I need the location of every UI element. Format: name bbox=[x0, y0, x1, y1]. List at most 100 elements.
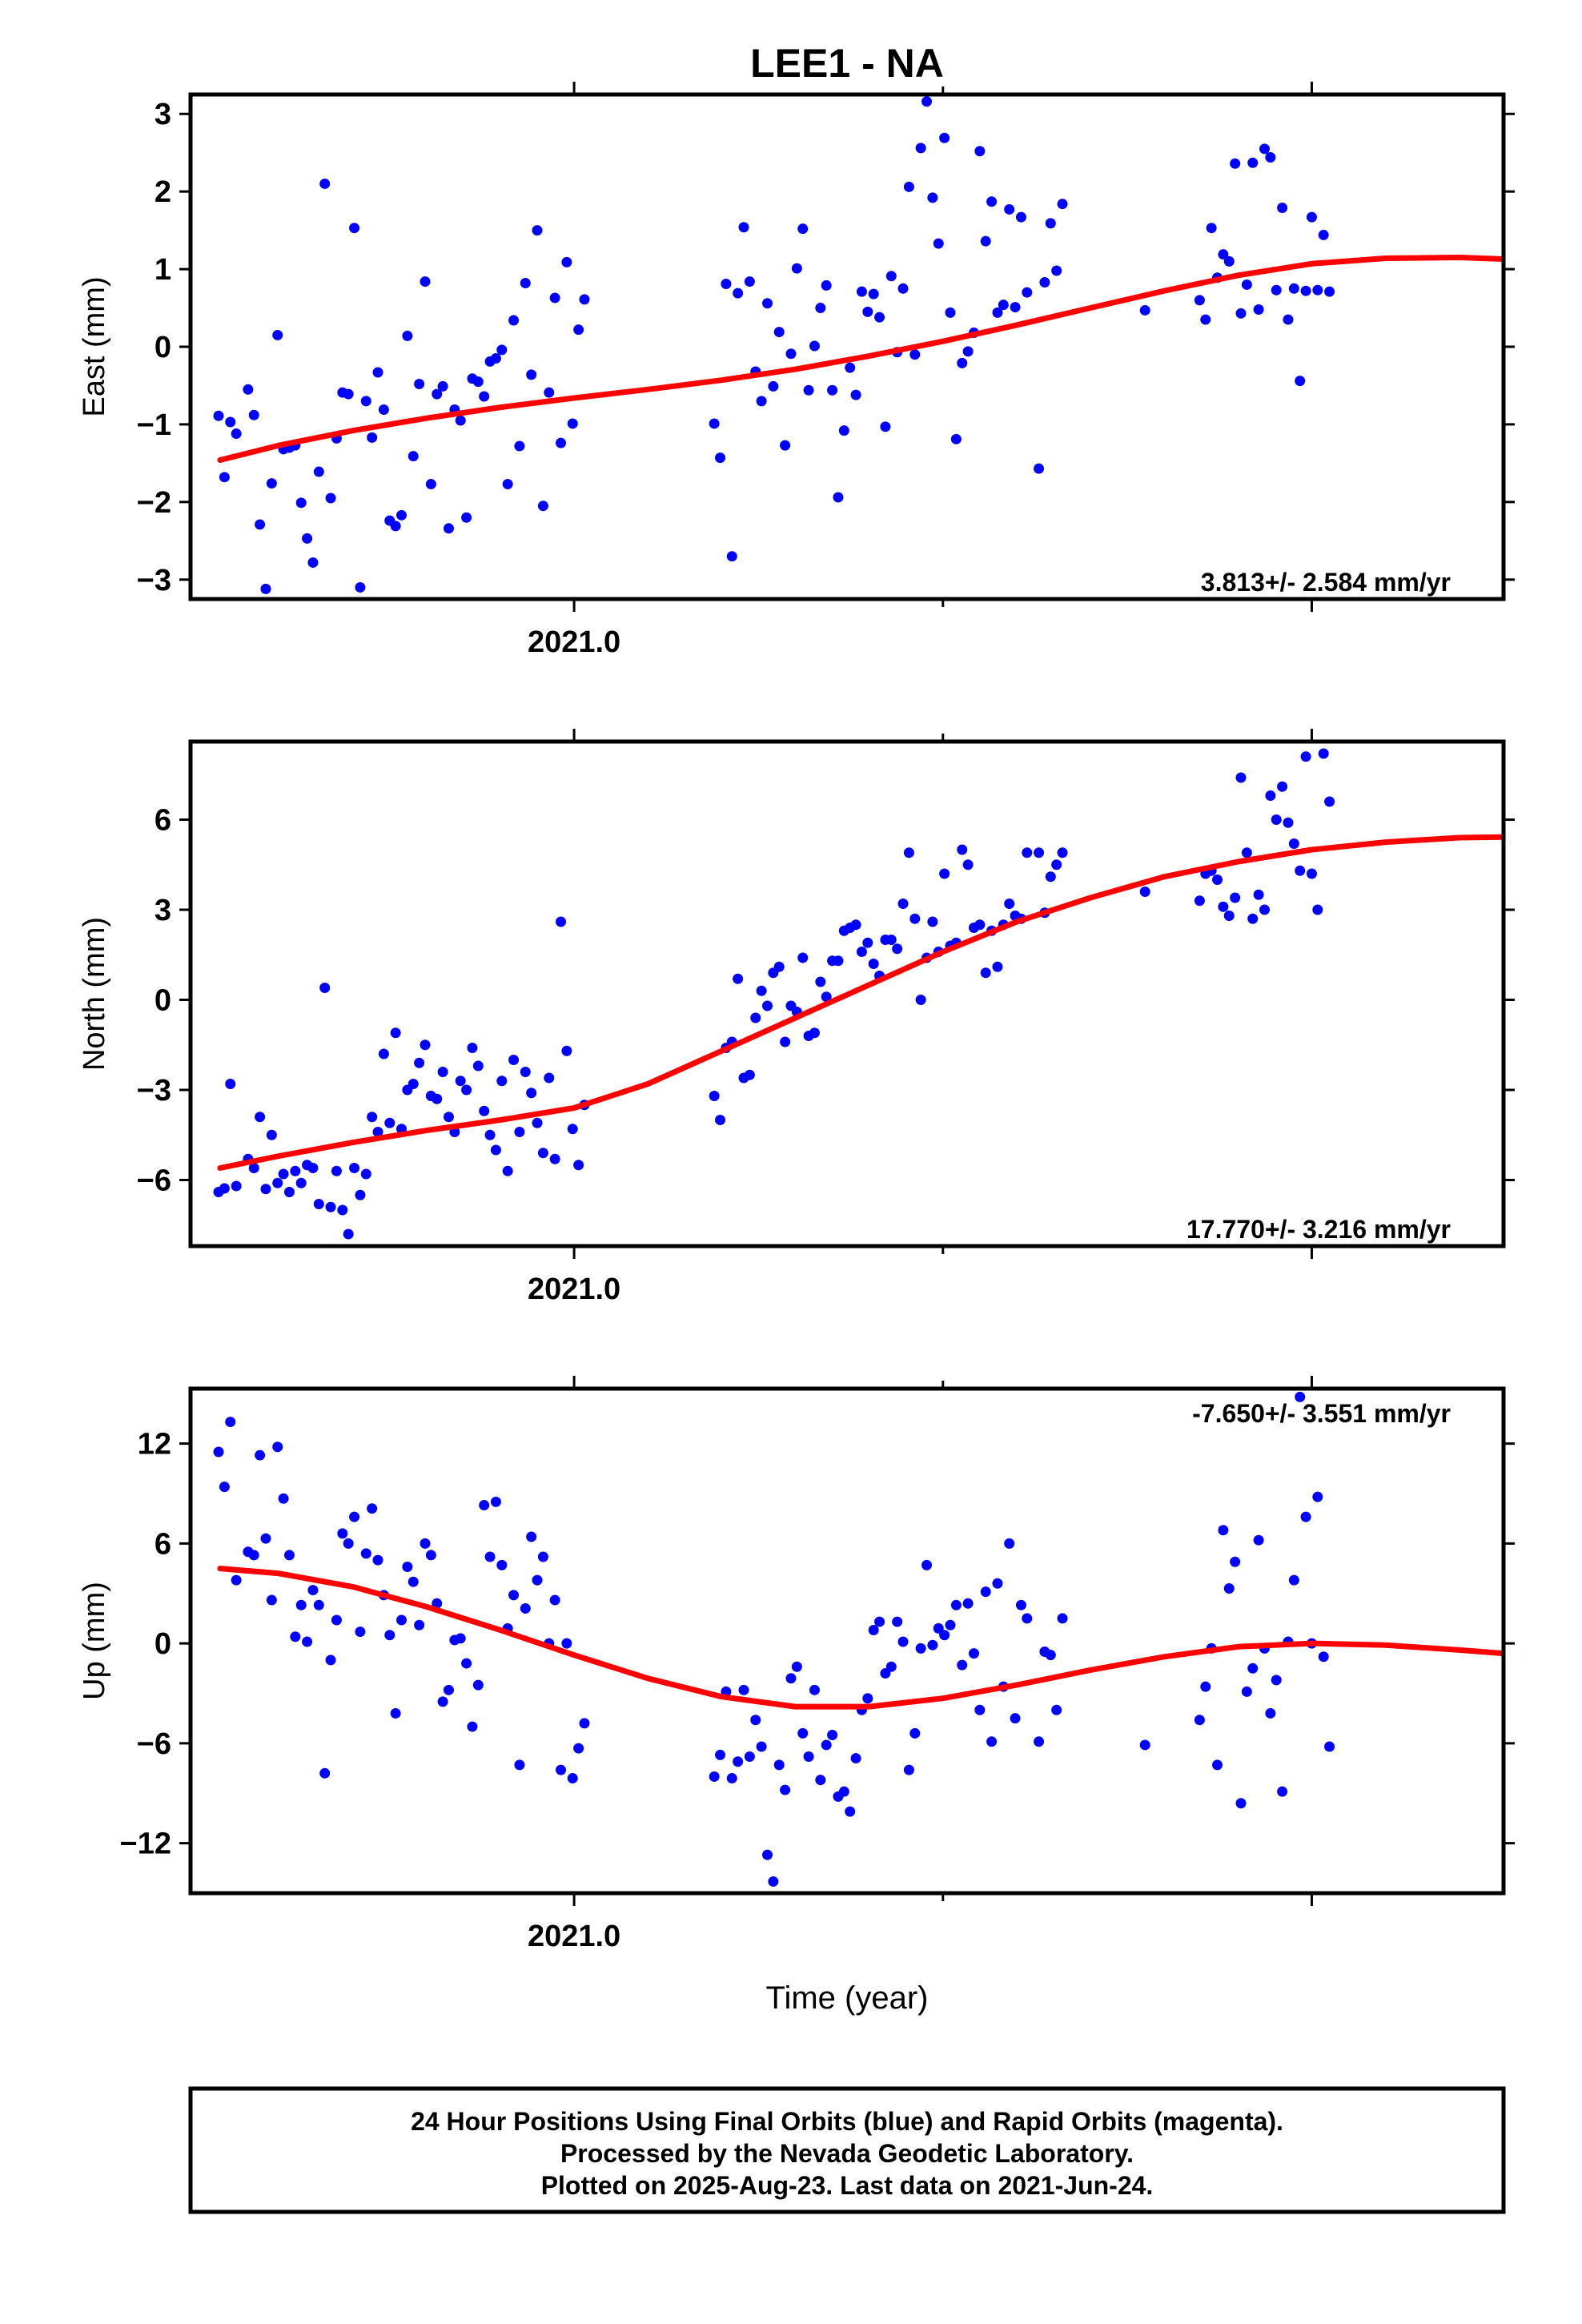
data-point-up bbox=[815, 1775, 826, 1786]
data-point-north bbox=[750, 1012, 761, 1023]
data-point-east bbox=[443, 523, 454, 534]
data-point-up bbox=[927, 1639, 938, 1651]
data-point-east bbox=[266, 478, 277, 489]
data-point-north bbox=[892, 943, 903, 955]
y-tick-label-east: 0 bbox=[155, 331, 171, 364]
data-point-north bbox=[484, 1129, 496, 1140]
data-point-up bbox=[768, 1876, 779, 1887]
data-point-up bbox=[213, 1446, 224, 1458]
data-point-north bbox=[1277, 781, 1288, 792]
data-point-east bbox=[1045, 218, 1056, 229]
data-point-north bbox=[1004, 899, 1015, 909]
data-point-up bbox=[733, 1756, 744, 1767]
data-point-north bbox=[360, 1168, 371, 1180]
data-point-up bbox=[484, 1551, 496, 1562]
data-point-east bbox=[1324, 286, 1335, 297]
footer-line-2: Processed by the Nevada Geodetic Laborat… bbox=[560, 2139, 1134, 2168]
data-point-up bbox=[384, 1630, 396, 1641]
data-point-east bbox=[549, 292, 560, 304]
data-point-east bbox=[845, 362, 856, 373]
data-point-east bbox=[868, 288, 879, 300]
data-point-east bbox=[880, 421, 891, 432]
data-point-up bbox=[520, 1602, 531, 1614]
panels: 3 2 1 0 −1 −2 −3 2021.0 East (mm) 3.813+/- 2.584 … bbox=[78, 82, 1515, 1953]
data-point-north bbox=[556, 916, 567, 927]
data-point-east bbox=[1230, 158, 1241, 169]
data-point-east bbox=[561, 256, 572, 267]
y-tick-label-north: 6 bbox=[155, 804, 171, 838]
data-point-east bbox=[325, 493, 336, 504]
data-point-east bbox=[939, 132, 950, 143]
data-point-up bbox=[325, 1655, 336, 1666]
data-point-north bbox=[992, 961, 1003, 972]
data-point-east bbox=[1015, 211, 1026, 223]
data-point-north bbox=[809, 1027, 820, 1039]
data-point-up bbox=[1218, 1525, 1229, 1536]
data-point-up bbox=[1230, 1556, 1241, 1567]
data-point-east bbox=[402, 330, 413, 341]
data-point-up bbox=[1004, 1538, 1015, 1549]
y-tick-label-east: 1 bbox=[155, 253, 171, 287]
data-point-east bbox=[1235, 308, 1247, 319]
data-point-east bbox=[1318, 229, 1329, 240]
data-point-up bbox=[414, 1619, 425, 1630]
x-axis-label: Time (year) bbox=[766, 1980, 929, 2016]
data-point-north bbox=[733, 973, 744, 984]
data-point-east bbox=[1010, 302, 1021, 313]
fit-curve-north bbox=[217, 834, 1504, 1171]
data-point-east bbox=[927, 192, 938, 203]
data-point-up bbox=[1295, 1391, 1306, 1402]
data-point-east bbox=[520, 278, 531, 289]
data-point-north bbox=[856, 947, 867, 957]
data-point-up bbox=[219, 1482, 230, 1493]
data-point-north bbox=[437, 1067, 448, 1077]
data-point-north bbox=[355, 1189, 366, 1200]
data-point-east bbox=[909, 349, 921, 360]
data-point-east bbox=[862, 306, 873, 317]
fit-curve-up bbox=[217, 1566, 1504, 1710]
data-point-east bbox=[721, 278, 732, 289]
data-point-up bbox=[532, 1574, 543, 1586]
panel-frame-north bbox=[188, 739, 1506, 1248]
data-point-east bbox=[455, 415, 466, 426]
data-point-up bbox=[838, 1786, 849, 1797]
data-point-up bbox=[432, 1598, 443, 1609]
data-point-up bbox=[1034, 1736, 1045, 1747]
rate-label-north: 17.770+/- 3.216 mm/yr bbox=[1186, 1215, 1451, 1244]
data-point-up bbox=[1324, 1741, 1335, 1752]
data-point-up bbox=[372, 1554, 383, 1566]
fit-curve-east bbox=[217, 255, 1504, 463]
data-point-north bbox=[1265, 790, 1276, 801]
footer-frame bbox=[188, 2086, 1506, 2214]
data-point-up bbox=[283, 1550, 295, 1561]
data-point-north bbox=[962, 859, 974, 870]
data-point-up bbox=[472, 1679, 484, 1691]
data-point-north bbox=[537, 1148, 548, 1159]
data-point-up bbox=[821, 1739, 832, 1751]
data-point-east bbox=[343, 388, 354, 400]
data-point-north bbox=[939, 868, 950, 879]
y-tick-label-north: 3 bbox=[155, 894, 171, 927]
data-point-east bbox=[821, 279, 832, 291]
data-point-up bbox=[715, 1749, 726, 1760]
data-point-north bbox=[1247, 913, 1259, 924]
data-point-east bbox=[1295, 376, 1306, 387]
data-point-north bbox=[974, 919, 986, 931]
data-point-east bbox=[514, 440, 525, 452]
data-point-east bbox=[1241, 279, 1252, 290]
data-point-up bbox=[567, 1773, 578, 1784]
data-point-east bbox=[420, 276, 431, 287]
data-point-east bbox=[408, 451, 419, 462]
data-point-up bbox=[408, 1576, 419, 1587]
data-point-up bbox=[756, 1741, 767, 1752]
data-point-east bbox=[773, 327, 785, 338]
data-point-east bbox=[313, 466, 324, 477]
data-point-north bbox=[532, 1117, 543, 1128]
data-point-east bbox=[992, 307, 1003, 318]
data-point-east bbox=[1139, 304, 1150, 316]
data-point-east bbox=[998, 300, 1009, 311]
data-point-east bbox=[225, 416, 236, 428]
data-point-north bbox=[502, 1165, 513, 1176]
y-tick-label-up: 0 bbox=[155, 1627, 171, 1661]
data-point-up bbox=[1235, 1798, 1247, 1809]
